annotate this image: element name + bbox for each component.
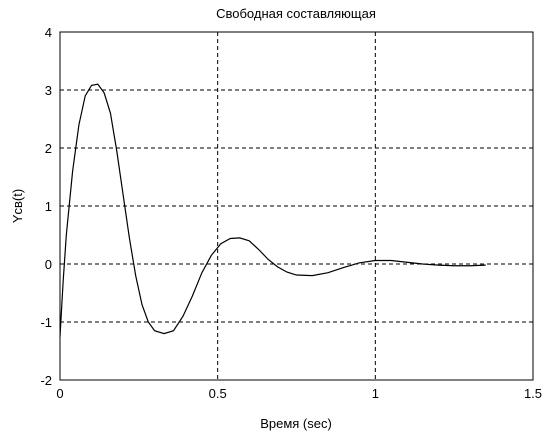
- x-tick-label: 1: [372, 386, 379, 401]
- x-tick-label: 1.5: [524, 386, 542, 401]
- x-tick-label: 0: [56, 386, 63, 401]
- plot-frame: [59, 31, 534, 381]
- y-tick-label: 2: [45, 141, 52, 156]
- y-tick-label: 4: [45, 25, 52, 40]
- data-line: [59, 83, 486, 337]
- y-tick-label: 0: [45, 257, 52, 272]
- x-axis-label: Время (sec): [260, 416, 332, 431]
- y-tick-label: -2: [40, 373, 52, 388]
- y-tick-label: 3: [45, 83, 52, 98]
- x-tick-label: 0.5: [209, 386, 227, 401]
- y-tick-label: -1: [40, 315, 52, 330]
- y-axis-label: Yсв(t): [10, 189, 25, 223]
- chart-title: Свободная составляющая: [216, 6, 376, 21]
- y-tick-label: 1: [45, 199, 52, 214]
